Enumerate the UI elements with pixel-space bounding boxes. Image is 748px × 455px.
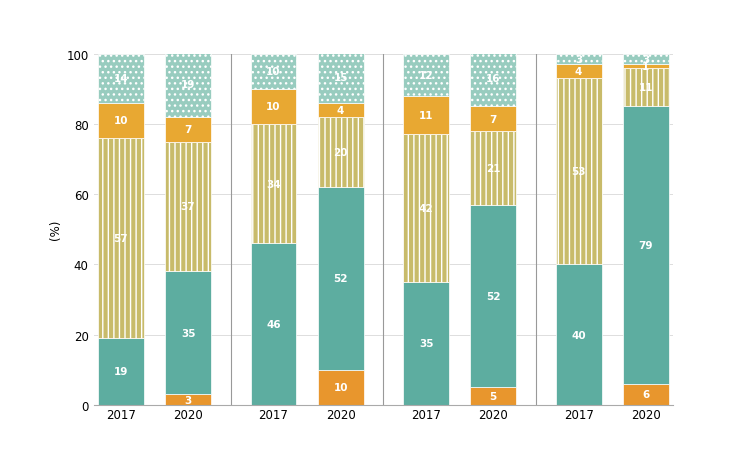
Text: 37: 37 <box>181 202 195 212</box>
Text: 11: 11 <box>639 83 653 93</box>
Bar <box>623 55 669 65</box>
Bar <box>165 272 211 394</box>
Bar <box>556 79 601 265</box>
Text: 46: 46 <box>266 319 280 329</box>
Text: 10: 10 <box>266 102 280 112</box>
Text: 1: 1 <box>642 62 649 72</box>
Bar <box>470 51 516 107</box>
Bar <box>403 55 449 96</box>
Bar <box>623 107 669 384</box>
Text: 20: 20 <box>334 148 348 158</box>
Text: 5: 5 <box>489 391 497 401</box>
Bar <box>251 55 296 90</box>
Text: 7: 7 <box>489 114 497 124</box>
Text: 4: 4 <box>337 106 344 116</box>
Text: 3: 3 <box>575 55 582 65</box>
Bar <box>470 107 516 131</box>
Bar <box>318 104 364 118</box>
Bar <box>623 65 669 69</box>
Bar <box>403 282 449 405</box>
Bar <box>98 139 144 339</box>
Text: 57: 57 <box>114 233 128 243</box>
Text: 10: 10 <box>266 67 280 77</box>
Text: 40: 40 <box>571 330 586 340</box>
Bar <box>251 90 296 125</box>
Bar <box>556 55 601 65</box>
Bar <box>165 118 211 142</box>
Text: 52: 52 <box>334 274 348 284</box>
Text: 3: 3 <box>185 394 191 404</box>
Bar <box>318 51 364 104</box>
Y-axis label: (%): (%) <box>49 220 62 240</box>
Text: 42: 42 <box>419 204 433 214</box>
Bar <box>165 51 211 118</box>
Text: 16: 16 <box>486 74 500 84</box>
Text: 14: 14 <box>114 74 128 84</box>
Text: 6: 6 <box>642 389 649 399</box>
Bar <box>165 142 211 272</box>
Bar <box>98 55 144 104</box>
Bar <box>556 65 601 79</box>
Text: 21: 21 <box>486 163 500 173</box>
Bar <box>165 394 211 405</box>
Bar <box>318 370 364 405</box>
Bar <box>623 69 669 107</box>
Text: 10: 10 <box>334 383 348 392</box>
Text: 11: 11 <box>419 111 433 121</box>
Bar <box>98 339 144 405</box>
Text: 12: 12 <box>419 71 433 81</box>
Text: 53: 53 <box>571 167 586 177</box>
Bar <box>98 104 144 139</box>
Text: 79: 79 <box>639 241 653 251</box>
Text: 7: 7 <box>185 125 191 135</box>
Text: 3: 3 <box>642 55 649 65</box>
Text: 4: 4 <box>575 67 582 77</box>
Bar <box>403 96 449 135</box>
Bar <box>318 118 364 188</box>
Bar <box>318 188 364 370</box>
Bar <box>470 205 516 387</box>
Text: 15: 15 <box>334 72 348 82</box>
Text: 35: 35 <box>419 339 433 349</box>
Bar <box>556 265 601 405</box>
Bar <box>251 125 296 244</box>
Text: 52: 52 <box>486 291 500 301</box>
Text: 19: 19 <box>114 367 128 377</box>
Text: 35: 35 <box>181 328 195 338</box>
Bar <box>470 387 516 405</box>
Text: 10: 10 <box>114 116 128 126</box>
Bar <box>251 244 296 405</box>
Bar <box>470 131 516 205</box>
Bar <box>623 384 669 405</box>
Text: 34: 34 <box>266 179 280 189</box>
Bar <box>403 135 449 282</box>
Text: 19: 19 <box>181 79 195 89</box>
